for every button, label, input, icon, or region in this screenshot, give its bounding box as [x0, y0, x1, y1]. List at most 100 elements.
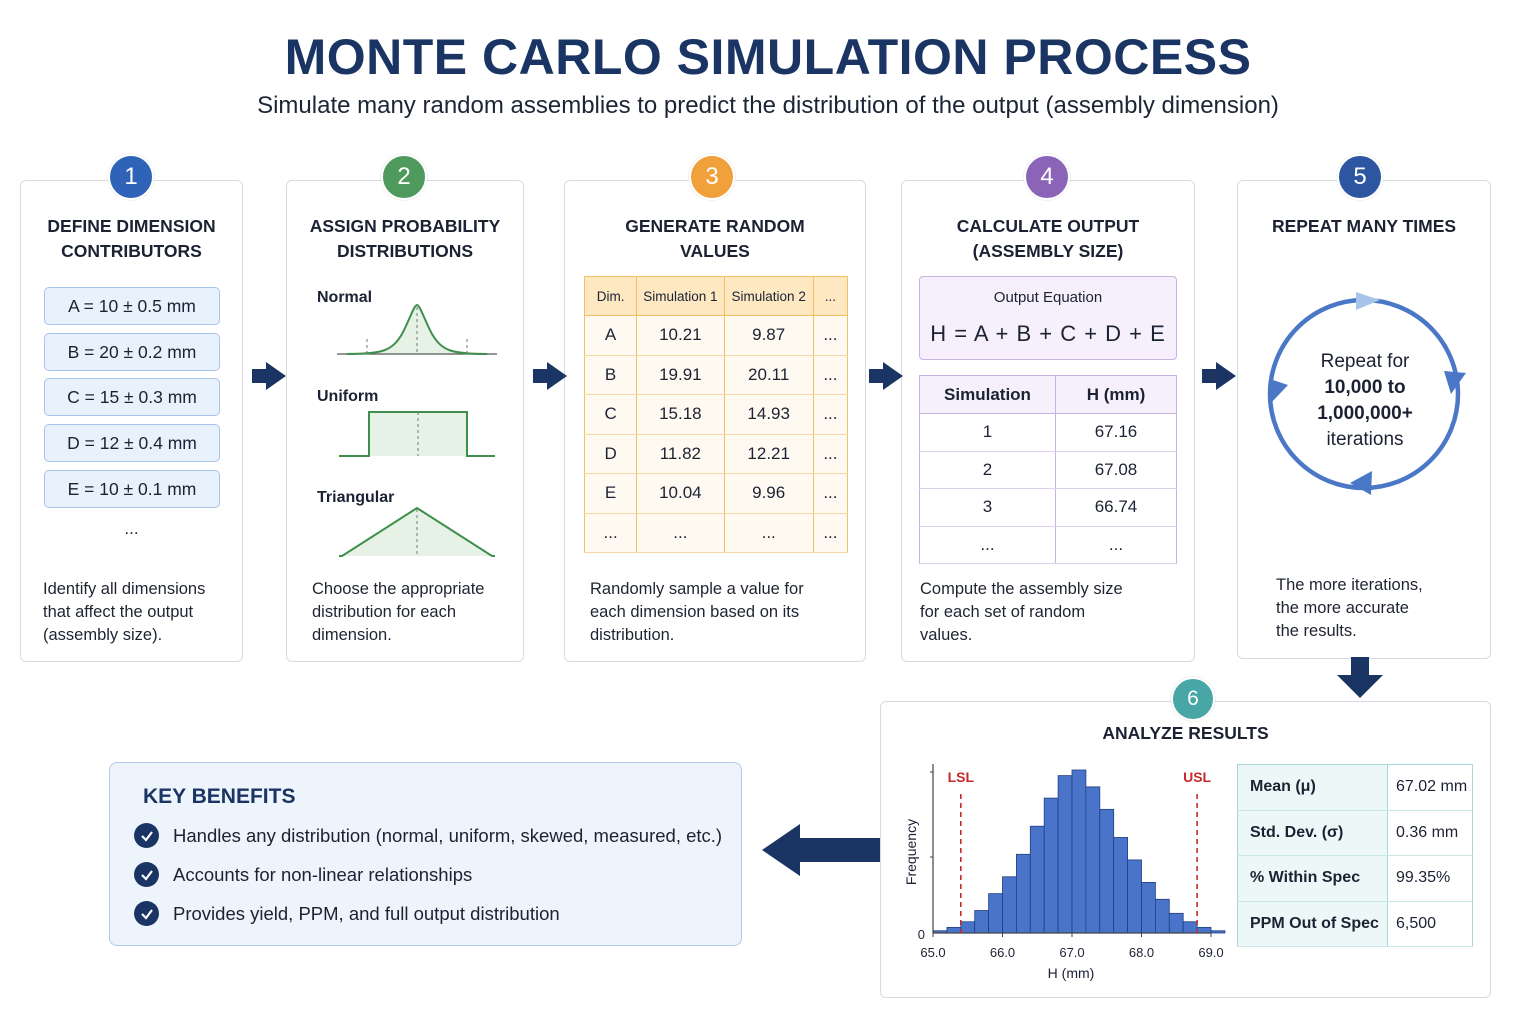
- step-3-card: GENERATE RANDOM VALUES Dim. Simulation 1…: [564, 180, 866, 662]
- step-4-title-line: (ASSEMBLY SIZE): [972, 241, 1124, 261]
- step-6-card: ANALYZE RESULTS 65.0 66.0 67.0 68.0 69.0 LSL…: [880, 701, 1491, 998]
- histogram-bar: [974, 910, 989, 934]
- repeat-line: Repeat for: [1320, 351, 1410, 372]
- step-2-card: ASSIGN PROBABILITY DISTRIBUTIONS Normal …: [286, 180, 524, 662]
- table-row: C 15.18 14.93...: [584, 394, 848, 435]
- desc-line: The more iterations,: [1276, 576, 1423, 594]
- stat-label: PPM Out of Spec: [1237, 901, 1388, 947]
- output-equation-box: Output Equation H = A + B + C + D + E: [919, 276, 1177, 360]
- x-tick-label: 65.0: [920, 945, 945, 960]
- normal-distribution-curve: [337, 303, 497, 355]
- desc-line: dimension.: [312, 626, 392, 644]
- histogram-bar: [1029, 825, 1045, 934]
- stat-label: % Within Spec: [1237, 855, 1388, 902]
- table-cell: 3: [919, 488, 1056, 527]
- desc-line: Compute the assembly size: [920, 580, 1123, 598]
- benefit-item: Accounts for non-linear relationships: [134, 862, 472, 887]
- histogram-bar: [988, 893, 1003, 934]
- x-tick-label: 66.0: [990, 945, 1015, 960]
- repeat-line: 10,000 to: [1324, 377, 1406, 398]
- output-equation: H = A + B + C + D + E: [930, 321, 1166, 346]
- histogram-bar: [1071, 769, 1087, 934]
- stat-value: 99.35%: [1387, 855, 1473, 902]
- step-1-title-line: DEFINE DIMENSION: [47, 216, 216, 236]
- step-5-description: The more iterations, the more accurate t…: [1276, 574, 1423, 643]
- page-title: MONTE CARLO SIMULATION PROCESS: [284, 29, 1252, 85]
- histogram-bar: [1057, 775, 1073, 934]
- histogram-bar: [1015, 853, 1031, 934]
- step-4-description: Compute the assembly size for each set o…: [920, 578, 1123, 647]
- random-values-table: Dim. Simulation 1 Simulation 2 ... A 10.2…: [584, 276, 848, 553]
- table-cell: D: [584, 434, 638, 474]
- step-3-description: Randomly sample a value for each dimensi…: [590, 578, 804, 647]
- uniform-distribution-curve: [339, 411, 495, 457]
- dimension-b: B = 20 ± 0.2 mm: [44, 333, 220, 371]
- histogram-bar: [1113, 837, 1128, 934]
- arrow-down-icon: [1337, 657, 1383, 698]
- desc-line: the more accurate: [1276, 599, 1409, 617]
- stat-value: 6,500: [1387, 901, 1473, 947]
- triangular-label: Triangular: [317, 489, 395, 506]
- table-cell: ...: [724, 513, 814, 553]
- table-cell: 9.96: [724, 473, 814, 514]
- stat-label: Std. Dev. (σ): [1237, 810, 1388, 856]
- step-2-title-line: DISTRIBUTIONS: [336, 241, 474, 261]
- table-cell: 67.16: [1055, 413, 1177, 452]
- repeat-cycle-icon: [1267, 292, 1466, 495]
- benefit-item: Handles any distribution (normal, unifor…: [134, 823, 722, 848]
- check-circle-icon: [134, 823, 159, 848]
- key-benefits-title: KEY BENEFITS: [143, 785, 296, 808]
- benefit-text: Handles any distribution (normal, unifor…: [173, 824, 723, 846]
- stat-value: 67.02 mm: [1387, 764, 1473, 811]
- table-row: 1 67.16: [919, 413, 1177, 452]
- desc-line: for each set of random: [920, 603, 1086, 621]
- desc-line: Randomly sample a value for: [590, 580, 804, 598]
- check-circle-icon: [134, 862, 159, 887]
- histogram-bar: [1196, 926, 1212, 934]
- desc-line: Identify all dimensions: [43, 580, 206, 598]
- y-tick-label: 0: [918, 927, 925, 942]
- step-5-title: REPEAT MANY TIMES: [1271, 216, 1457, 236]
- results-stats-table: Mean (μ) 67.02 mm Std. Dev. (σ) 0.36 mm % …: [1237, 764, 1473, 947]
- histogram-bar: [1182, 921, 1198, 934]
- histogram-bar: [1168, 912, 1184, 934]
- step-3-title-line: VALUES: [680, 241, 750, 261]
- table-cell: 12.21: [724, 434, 814, 474]
- table-cell: 10.21: [636, 315, 725, 356]
- step-1-badge: 1: [108, 154, 154, 200]
- desc-line: values.: [920, 626, 973, 644]
- table-cell: 1: [919, 413, 1056, 452]
- table-cell: ...: [813, 473, 848, 514]
- desc-line: Choose the appropriate: [312, 580, 485, 598]
- uniform-label: Uniform: [317, 388, 379, 405]
- step-4-title-line: CALCULATE OUTPUT: [956, 216, 1140, 236]
- column-header: Simulation: [919, 375, 1056, 414]
- column-header: Simulation 2: [724, 276, 814, 316]
- x-tick-label: 69.0: [1198, 945, 1223, 960]
- table-cell: 14.93: [724, 394, 814, 435]
- table-row: A 10.21 9.87...: [584, 315, 848, 356]
- step-3-title-line: GENERATE RANDOM: [625, 216, 805, 236]
- table-cell: 9.87: [724, 315, 814, 356]
- output-equation-label: Output Equation: [993, 289, 1103, 306]
- step-2-badge: 2: [381, 154, 427, 200]
- stat-label: Mean (μ): [1237, 764, 1388, 811]
- stat-value: 0.36 mm: [1387, 810, 1473, 856]
- step-3-badge: 3: [689, 154, 735, 200]
- step-4-card: CALCULATE OUTPUT (ASSEMBLY SIZE) Output …: [901, 180, 1195, 662]
- table-cell: ...: [813, 513, 848, 553]
- table-cell: ...: [584, 513, 638, 553]
- table-header-row: Simulation H (mm): [919, 375, 1177, 414]
- arrow-right-icon: [1202, 362, 1236, 390]
- table-cell: E: [584, 473, 638, 514]
- lsl-label: LSL: [948, 769, 975, 785]
- dimension-d: D = 12 ± 0.4 mm: [44, 424, 220, 462]
- desc-line: that affect the output: [43, 603, 194, 621]
- table-row: 3 66.74: [919, 488, 1177, 527]
- repeat-iterations-text: Repeat for 10,000 to 1,000,000+ iteratio…: [1290, 349, 1440, 453]
- step-2-title: ASSIGN PROBABILITY DISTRIBUTIONS: [287, 214, 523, 264]
- table-cell: ...: [919, 526, 1056, 564]
- histogram-bar: [1154, 898, 1170, 934]
- table-cell: ...: [813, 355, 848, 395]
- step-1-card: DEFINE DIMENSION CONTRIBUTORS A = 10 ± 0…: [20, 180, 243, 662]
